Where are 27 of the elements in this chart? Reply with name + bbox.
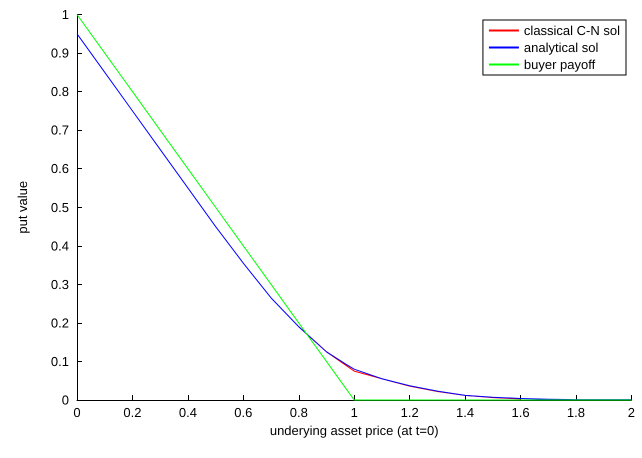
y-tick-label: 0.7 <box>50 122 69 138</box>
x-tick-label: 1.2 <box>400 405 419 420</box>
y-tick-label: 0.1 <box>50 354 69 369</box>
y-tick-label: 0 <box>62 392 69 408</box>
x-tick-label: 0.4 <box>178 405 197 420</box>
x-tick-label: 1.4 <box>456 405 474 420</box>
x-tick-label: 1.8 <box>566 405 585 420</box>
x-tick-label: 0.8 <box>290 405 308 420</box>
x-axis-title: underying asset price (at t=0) <box>270 422 439 438</box>
legend-label: buyer payoff <box>524 57 596 72</box>
y-tick-label: 0.4 <box>50 238 69 254</box>
x-tick-label: 0 <box>73 405 81 420</box>
x-tick-label: 1 <box>350 405 358 420</box>
y-tick-label: 0.8 <box>50 84 69 100</box>
y-axis-title: put value <box>15 180 30 234</box>
x-tick-label: 0.6 <box>234 405 252 420</box>
legend-label: classical C-N sol <box>524 23 620 38</box>
x-tick-label: 0.2 <box>123 405 142 420</box>
y-tick-label: 0.2 <box>50 315 69 330</box>
y-tick-label: 0.9 <box>50 46 69 61</box>
y-tick-label: 0.5 <box>50 200 69 215</box>
x-tick-label: 2 <box>628 405 635 420</box>
y-tick-label: 1 <box>62 7 69 22</box>
y-tick-label: 0.6 <box>50 161 69 176</box>
legend-label: analytical sol <box>524 40 598 55</box>
y-tick-label: 0.3 <box>50 276 69 292</box>
x-tick-label: 1.6 <box>511 405 530 420</box>
